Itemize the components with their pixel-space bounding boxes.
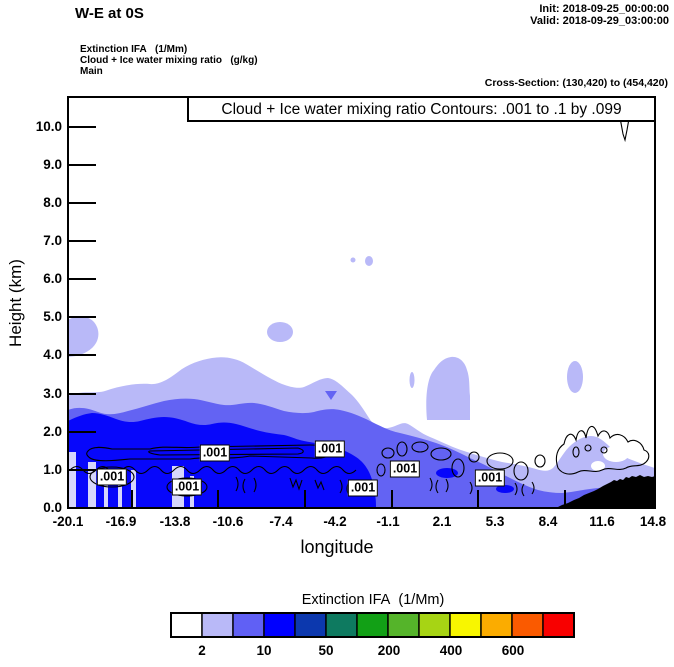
y-tick-label: 4.0 xyxy=(43,347,62,362)
contour-label: .001 xyxy=(347,479,379,497)
shade-spot xyxy=(496,485,514,493)
shade-triangle xyxy=(325,391,337,400)
shade-speck xyxy=(350,257,356,263)
contour-label: .001 xyxy=(314,440,346,458)
valid-time: Valid: 2018-09-29_03:00:00 xyxy=(530,15,669,27)
x-tick-label: 5.3 xyxy=(485,514,505,529)
y-tick-label: 10.0 xyxy=(35,119,62,134)
y-tick-label: 1.0 xyxy=(43,462,62,477)
shade-plume xyxy=(426,356,470,420)
field-legend-line-2: Cloud + Ice water mixing ratio (g/kg) xyxy=(80,55,258,66)
x-tick-label: -4.2 xyxy=(323,514,347,529)
colorbar xyxy=(170,612,575,638)
x-tick-label: 14.8 xyxy=(639,514,667,529)
colorbar-tick-label: 10 xyxy=(256,643,272,658)
y-tick-label: 3.0 xyxy=(43,386,62,401)
x-tick-label: -13.8 xyxy=(159,514,191,529)
colorbar-tick-label: 200 xyxy=(377,643,401,658)
axis-ticks xyxy=(68,126,566,508)
x-axis-label: longitude xyxy=(300,537,374,557)
upper-contour-notch xyxy=(618,111,631,143)
shaded-extinction-field xyxy=(69,256,654,507)
field-legend-line-1: Extinction IFA (1/Mm) xyxy=(80,44,188,55)
plot-title: Cloud + Ice water mixing ratio Contours:… xyxy=(221,101,622,118)
plot-title-box xyxy=(187,96,656,122)
shade-patch-left-wall xyxy=(69,316,99,357)
init-time: Init: 2018-09-25_00:00:00 xyxy=(539,3,669,15)
colorbar-tick-label: 400 xyxy=(439,643,463,658)
y-tick-label: 2.0 xyxy=(43,424,62,439)
x-tick-label: -20.1 xyxy=(52,514,84,529)
y-tick-label: 7.0 xyxy=(43,233,62,248)
contour-label: .001 xyxy=(96,468,128,486)
shade-patch xyxy=(267,322,293,342)
terrain-silhouette xyxy=(558,475,654,507)
y-tick-label: 9.0 xyxy=(43,157,62,172)
colorbar-tick-label: 600 xyxy=(501,643,525,658)
y-tick-label: 5.0 xyxy=(43,309,62,324)
white-gap xyxy=(591,461,605,471)
x-tick-label: 8.4 xyxy=(538,514,558,529)
cross-section-coords: Cross-Section: (130,420) to (454,420) xyxy=(484,77,668,89)
figure-title: W-E at 0S xyxy=(75,5,144,22)
x-tick-label: -7.4 xyxy=(269,514,293,529)
colorbar-tick-label: 2 xyxy=(198,643,206,658)
x-tick-label: -16.9 xyxy=(105,514,137,529)
y-tick-label: 6.0 xyxy=(43,271,62,286)
contour-label: .001 xyxy=(474,469,506,487)
x-tick-label: 11.6 xyxy=(589,514,615,529)
contour-label: .001 xyxy=(199,444,231,462)
x-tick-label: -10.6 xyxy=(212,514,244,529)
y-tick-label: 0.0 xyxy=(43,500,62,515)
field-legend-line-3: Main xyxy=(80,66,103,77)
init-valid-block: Init: 2018-09-25_00:00:00 Valid: 2018-09… xyxy=(530,3,669,27)
colorbar-title: Extinction IFA (1/Mm) xyxy=(301,592,445,608)
shade-spot xyxy=(436,468,458,478)
shade-speck xyxy=(365,256,373,266)
contour-label: .001 xyxy=(389,460,421,478)
x-tick-label: -1.1 xyxy=(376,514,400,529)
contour-label: .001 xyxy=(171,478,203,496)
x-tick-label: 2.1 xyxy=(432,514,452,529)
shade-patch xyxy=(567,361,583,393)
y-tick-label: 8.0 xyxy=(43,195,62,210)
colorbar-tick-label: 50 xyxy=(318,643,334,658)
shade-sliver xyxy=(409,372,415,388)
white-gap xyxy=(603,446,629,462)
